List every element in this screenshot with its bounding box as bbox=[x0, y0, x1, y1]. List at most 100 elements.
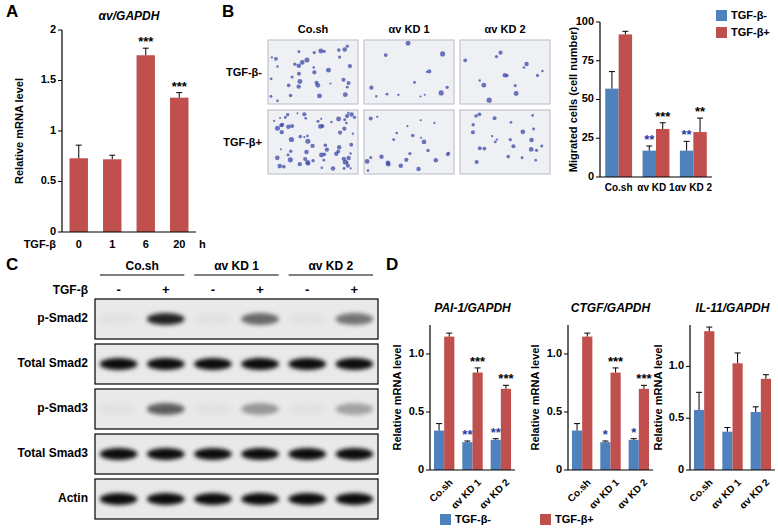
bar bbox=[137, 55, 155, 232]
cell-dot bbox=[346, 156, 350, 160]
significance: *** bbox=[470, 354, 486, 369]
band bbox=[100, 448, 138, 460]
y-tick-label: 50 bbox=[582, 92, 594, 104]
band bbox=[288, 358, 326, 370]
bar bbox=[611, 373, 621, 470]
cell-dot bbox=[477, 112, 481, 116]
bar bbox=[600, 442, 610, 470]
cell-dot bbox=[506, 155, 510, 159]
cell-dot bbox=[375, 95, 377, 97]
cell-dot bbox=[511, 144, 515, 148]
band bbox=[194, 493, 232, 505]
cell-dot bbox=[433, 122, 435, 124]
error-stem bbox=[765, 375, 766, 379]
cell-dot bbox=[440, 51, 445, 56]
error-bar bbox=[574, 424, 580, 431]
band bbox=[100, 358, 138, 370]
cell-dot bbox=[297, 79, 302, 84]
error-stem bbox=[78, 145, 79, 158]
error-cap bbox=[735, 352, 741, 353]
band bbox=[288, 493, 326, 505]
micrograph bbox=[364, 110, 454, 174]
lane-sign: - bbox=[211, 282, 215, 297]
error-cap bbox=[76, 145, 82, 146]
y-tick-label: 1.0 bbox=[409, 347, 424, 359]
y-axis bbox=[567, 325, 568, 470]
cell-dot bbox=[376, 116, 378, 118]
cell-dot bbox=[312, 66, 315, 69]
bar bbox=[582, 337, 592, 470]
x-tick-label: 20 bbox=[173, 238, 185, 250]
cell-dot bbox=[406, 125, 408, 127]
cell-dot bbox=[282, 165, 286, 169]
bar bbox=[643, 151, 656, 177]
cell-dot bbox=[280, 148, 282, 150]
cell-dot bbox=[277, 164, 282, 169]
error-stem bbox=[449, 333, 450, 336]
error-stem bbox=[700, 118, 701, 132]
cell-dot bbox=[347, 112, 349, 114]
cell-dot bbox=[334, 152, 338, 156]
cell-dot bbox=[541, 70, 544, 73]
significance: *** bbox=[138, 34, 154, 49]
legend-label: TGF-β- bbox=[455, 513, 491, 525]
cell-dot bbox=[493, 116, 497, 120]
cell-dot bbox=[472, 123, 475, 126]
cell-dot bbox=[315, 83, 320, 88]
cell-dot bbox=[439, 90, 444, 95]
x-tick-label: αv KD 1 bbox=[587, 476, 621, 510]
chart-title: PAI-1/GAPDH bbox=[434, 301, 511, 315]
y-tick bbox=[564, 470, 568, 471]
cell-dot bbox=[293, 62, 296, 65]
y-tick-label: 25 bbox=[582, 131, 594, 143]
cell-dot bbox=[349, 143, 353, 147]
blot-strip bbox=[95, 344, 378, 384]
y-tick-label: 0 bbox=[678, 463, 684, 475]
cell-dot bbox=[346, 161, 349, 164]
cell-dot bbox=[342, 47, 347, 52]
cell-dot bbox=[336, 117, 341, 122]
error-stem bbox=[587, 333, 588, 336]
bar bbox=[501, 389, 511, 470]
y-tick bbox=[426, 470, 430, 471]
y-tick-label: 1 bbox=[50, 124, 56, 136]
bars bbox=[694, 327, 771, 470]
cell-dot bbox=[318, 49, 323, 54]
error-bar bbox=[684, 141, 690, 150]
band bbox=[241, 403, 279, 415]
x-axis bbox=[568, 469, 653, 470]
cell-dot bbox=[420, 137, 422, 139]
cell-dot bbox=[330, 121, 332, 123]
cell-dot bbox=[369, 86, 373, 90]
cell-dot bbox=[487, 98, 492, 103]
band bbox=[336, 448, 374, 460]
cell-dot bbox=[346, 45, 349, 48]
legend-swatch bbox=[540, 514, 551, 525]
significance: *** bbox=[608, 354, 624, 369]
cell-dot bbox=[279, 123, 283, 127]
error-stem bbox=[611, 72, 612, 89]
cell-dot bbox=[404, 158, 408, 162]
bar bbox=[722, 432, 732, 470]
lane-sign: + bbox=[256, 282, 264, 297]
cell-dot bbox=[379, 155, 383, 159]
y-axis-label: Relative mRNA level bbox=[529, 345, 541, 451]
cell-dot bbox=[540, 144, 543, 147]
cell-dot bbox=[279, 117, 281, 119]
row-label: Total Smad2 bbox=[18, 356, 89, 370]
y-tick bbox=[58, 80, 62, 81]
y-tick-label: 0.5 bbox=[409, 405, 424, 417]
cell-dot bbox=[348, 64, 352, 68]
panel-label: A bbox=[6, 2, 18, 21]
y-axis-label: Relative mRNA level bbox=[391, 345, 403, 451]
group-label: αv KD 1 bbox=[214, 259, 259, 273]
cell-dot bbox=[386, 162, 391, 167]
error-stem bbox=[755, 407, 756, 412]
significance: * bbox=[631, 425, 637, 440]
cell-dot bbox=[496, 138, 498, 140]
significance: ** bbox=[682, 127, 693, 142]
cell-dot bbox=[422, 140, 427, 145]
significance: *** bbox=[655, 109, 671, 124]
cell-dot bbox=[306, 135, 309, 138]
y-tick-label: 0 bbox=[588, 170, 594, 182]
